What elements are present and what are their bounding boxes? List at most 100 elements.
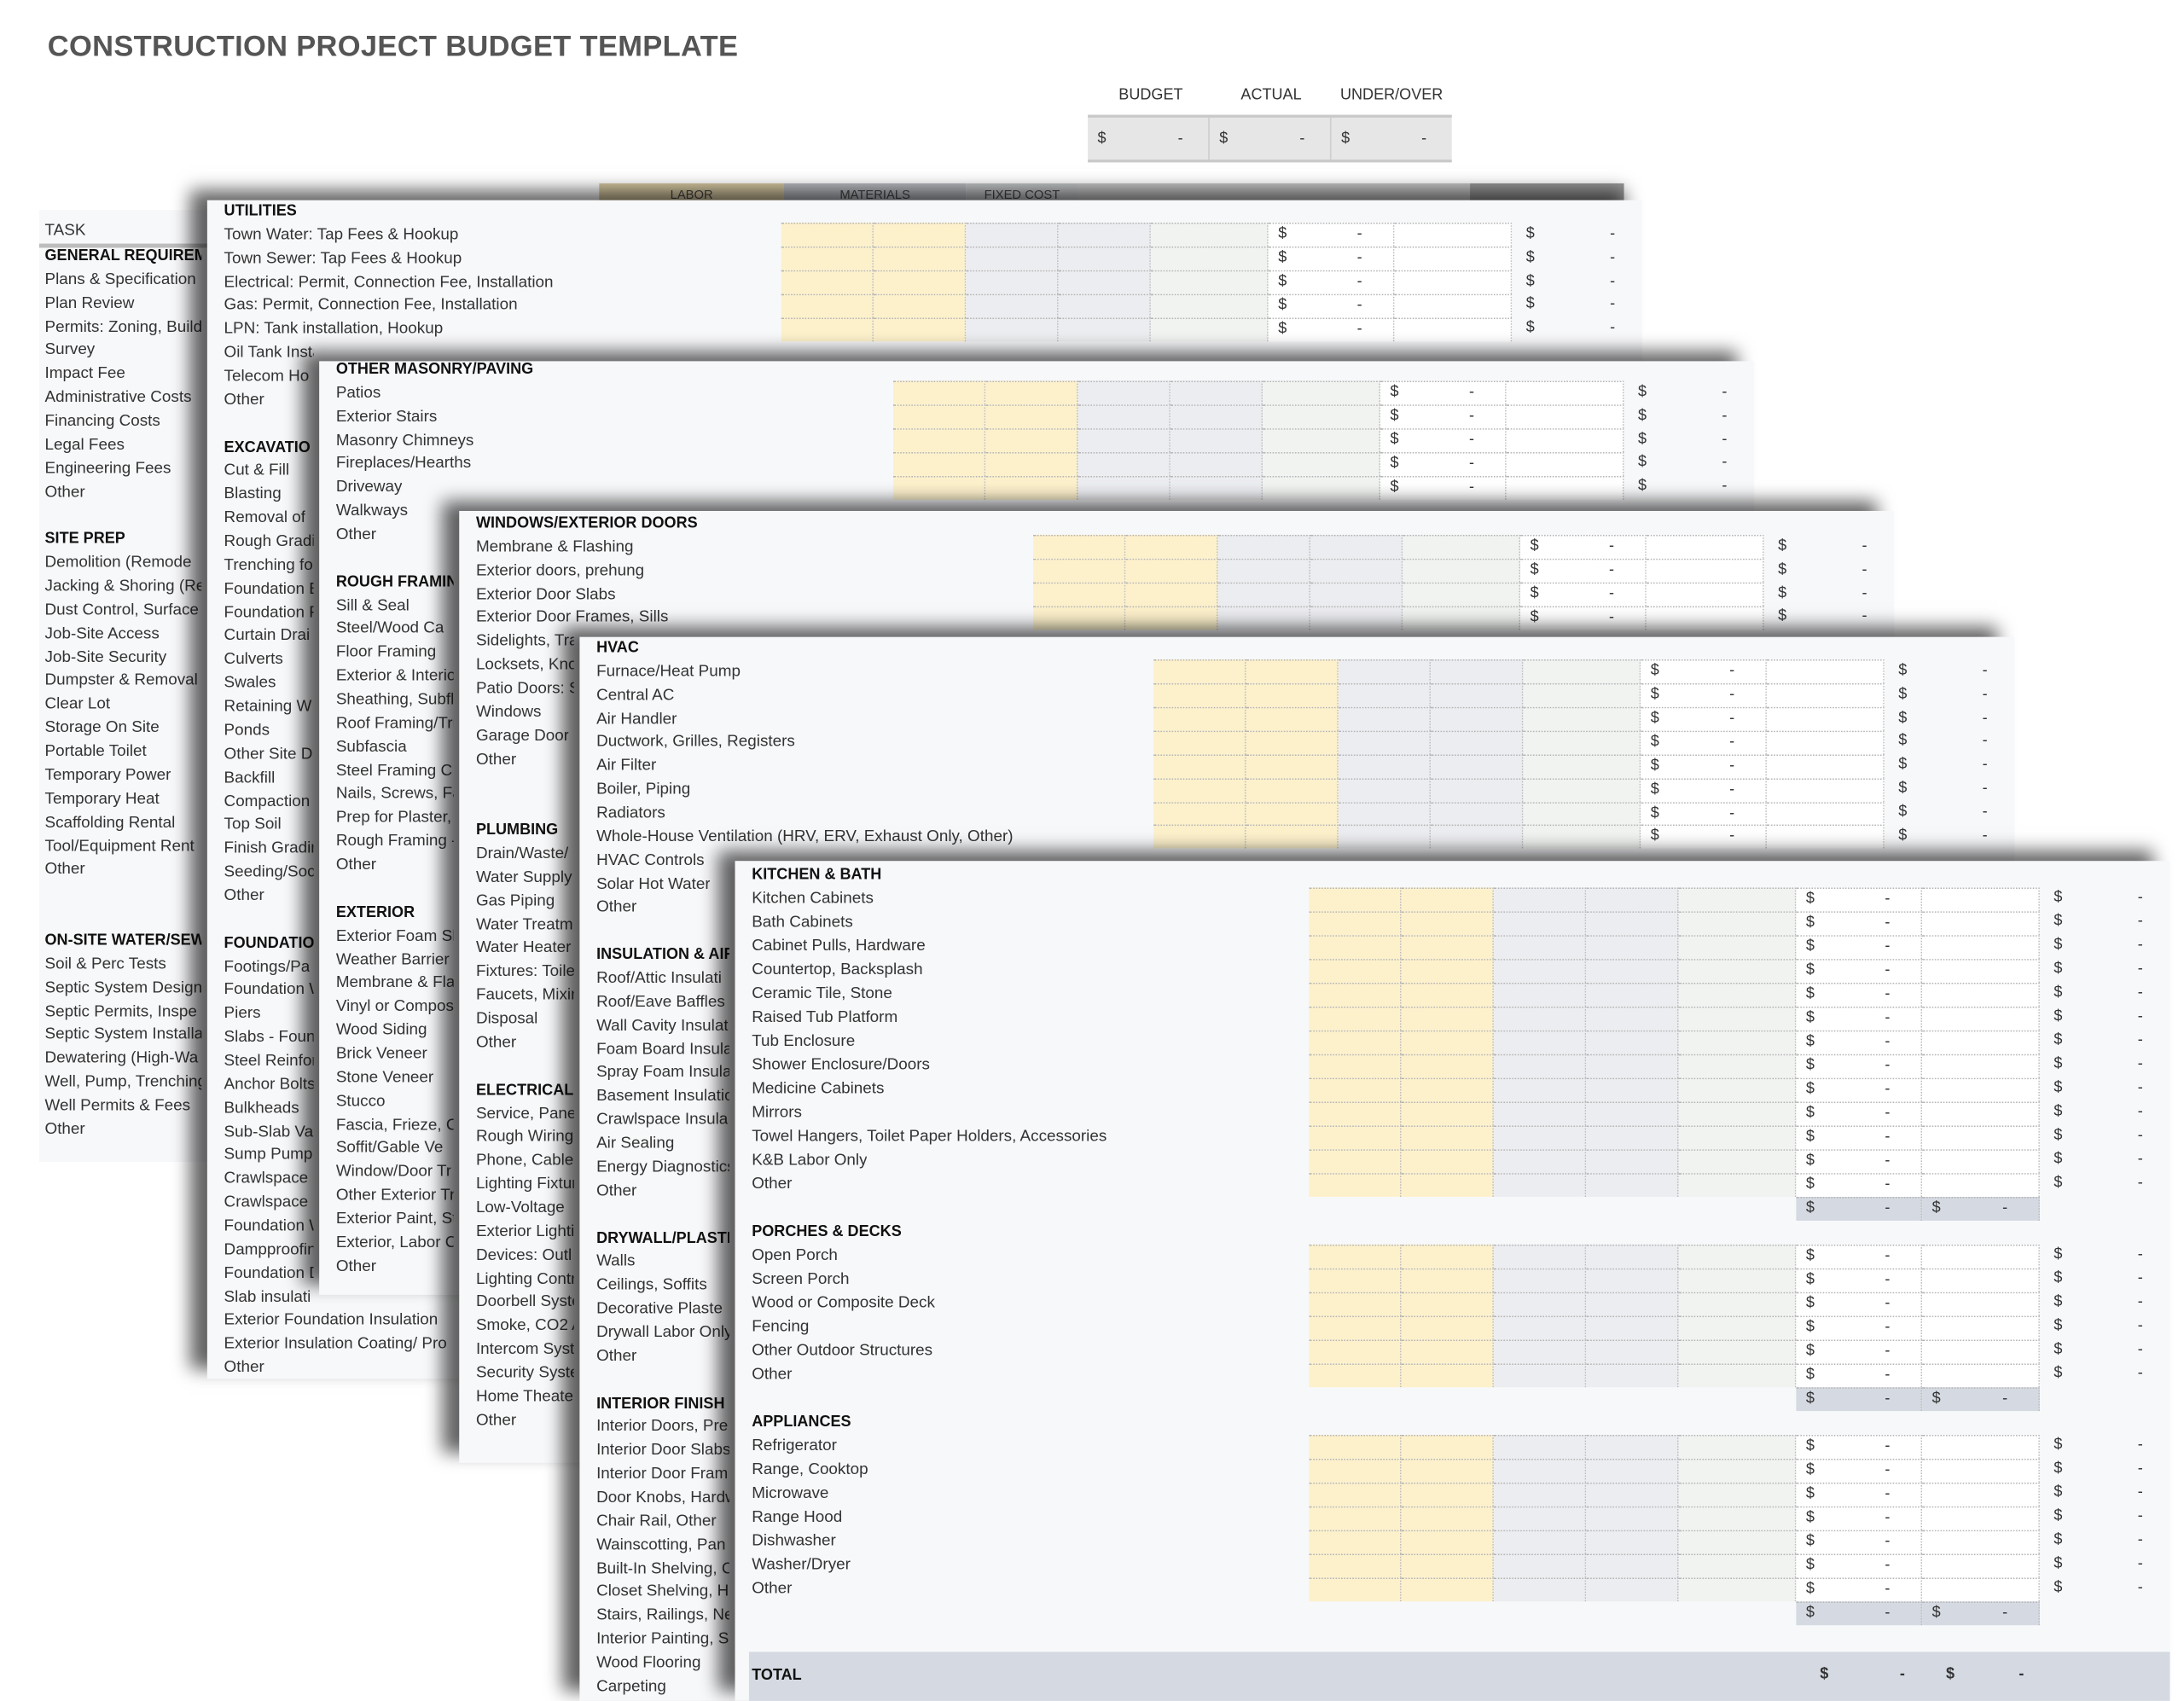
materials-qty-cell[interactable]: [1493, 1124, 1587, 1149]
materials-cost-cell[interactable]: [1058, 247, 1151, 271]
fixed-cost-cell[interactable]: [1678, 1458, 1797, 1482]
labor-rate-cell[interactable]: [1401, 1481, 1494, 1506]
actual-cell[interactable]: [1646, 535, 1764, 560]
materials-qty-cell[interactable]: [1493, 1315, 1587, 1339]
materials-qty-cell[interactable]: [1493, 1338, 1587, 1363]
labor-rate-cell[interactable]: [1401, 1576, 1494, 1601]
labor-rate-cell[interactable]: [1401, 1244, 1494, 1268]
materials-cost-cell[interactable]: [1310, 606, 1403, 630]
actual-cell[interactable]: [1394, 293, 1513, 318]
actual-cell[interactable]: [1394, 247, 1513, 271]
actual-cell[interactable]: [1766, 777, 1885, 802]
actual-cell[interactable]: [1922, 1006, 2040, 1030]
materials-cost-cell[interactable]: [1586, 910, 1679, 935]
materials-qty-cell[interactable]: [1493, 1172, 1587, 1197]
actual-cell[interactable]: [1922, 1029, 2040, 1054]
materials-cost-cell[interactable]: [1586, 1529, 1679, 1553]
fixed-cost-cell[interactable]: [1263, 404, 1381, 429]
fixed-cost-cell[interactable]: [1678, 1553, 1797, 1577]
fixed-cost-cell[interactable]: [1263, 380, 1381, 405]
materials-cost-cell[interactable]: [1058, 270, 1151, 294]
labor-hours-cell[interactable]: [1309, 1100, 1402, 1125]
labor-rate-cell[interactable]: [1401, 886, 1494, 911]
actual-cell[interactable]: [1506, 428, 1624, 453]
labor-hours-cell[interactable]: [781, 270, 874, 294]
labor-rate-cell[interactable]: [1401, 1100, 1494, 1125]
labor-hours-cell[interactable]: [1153, 825, 1246, 850]
materials-qty-cell[interactable]: [1338, 659, 1432, 684]
actual-cell[interactable]: [1506, 404, 1624, 429]
materials-cost-cell[interactable]: [1586, 1338, 1679, 1363]
labor-rate-cell[interactable]: [873, 293, 967, 318]
materials-cost-cell[interactable]: [1058, 317, 1151, 342]
actual-cell[interactable]: [1922, 1362, 2040, 1387]
materials-cost-cell[interactable]: [1310, 559, 1403, 583]
labor-rate-cell[interactable]: [1401, 1362, 1494, 1387]
materials-cost-cell[interactable]: [1586, 1029, 1679, 1054]
labor-hours-cell[interactable]: [1309, 982, 1402, 1007]
labor-hours-cell[interactable]: [1309, 958, 1402, 983]
materials-cost-cell[interactable]: [1431, 730, 1524, 755]
summary-under-over-cell[interactable]: $ -: [1332, 118, 1452, 160]
materials-cost-cell[interactable]: [1586, 1481, 1679, 1506]
fixed-cost-cell[interactable]: [1678, 1529, 1797, 1553]
materials-qty-cell[interactable]: [1217, 535, 1310, 560]
summary-actual-cell[interactable]: $ -: [1210, 117, 1332, 160]
materials-qty-cell[interactable]: [1338, 683, 1432, 708]
labor-hours-cell[interactable]: [1309, 1434, 1402, 1459]
labor-rate-cell[interactable]: [1401, 1077, 1494, 1101]
actual-cell[interactable]: [1766, 683, 1885, 708]
labor-rate-cell[interactable]: [1125, 582, 1218, 607]
labor-rate-cell[interactable]: [1401, 1267, 1494, 1292]
fixed-cost-cell[interactable]: [1403, 535, 1521, 560]
labor-hours-cell[interactable]: [1153, 659, 1246, 684]
labor-rate-cell[interactable]: [1401, 1029, 1494, 1054]
actual-cell[interactable]: [1922, 982, 2040, 1007]
actual-cell[interactable]: [1922, 1529, 2040, 1553]
materials-cost-cell[interactable]: [1586, 1553, 1679, 1577]
materials-cost-cell[interactable]: [1586, 1291, 1679, 1315]
labor-rate-cell[interactable]: [1401, 1172, 1494, 1197]
fixed-cost-cell[interactable]: [1150, 270, 1269, 294]
labor-hours-cell[interactable]: [781, 247, 874, 271]
labor-hours-cell[interactable]: [1309, 1529, 1402, 1553]
labor-hours-cell[interactable]: [1309, 910, 1402, 935]
materials-qty-cell[interactable]: [1077, 451, 1170, 476]
materials-qty-cell[interactable]: [1493, 1053, 1587, 1077]
actual-cell[interactable]: [1506, 475, 1624, 500]
labor-hours-cell[interactable]: [1309, 1553, 1402, 1577]
materials-qty-cell[interactable]: [1493, 886, 1587, 911]
materials-qty-cell[interactable]: [966, 317, 1059, 342]
materials-cost-cell[interactable]: [1431, 777, 1524, 802]
labor-rate-cell[interactable]: [1246, 706, 1339, 731]
materials-qty-cell[interactable]: [1493, 1077, 1587, 1101]
labor-rate-cell[interactable]: [1401, 982, 1494, 1007]
labor-rate-cell[interactable]: [1401, 1124, 1494, 1149]
labor-hours-cell[interactable]: [1153, 706, 1246, 731]
fixed-cost-cell[interactable]: [1678, 1172, 1797, 1197]
materials-qty-cell[interactable]: [1493, 1576, 1587, 1601]
materials-qty-cell[interactable]: [1217, 559, 1310, 583]
labor-hours-cell[interactable]: [1033, 559, 1126, 583]
materials-cost-cell[interactable]: [1431, 659, 1524, 684]
fixed-cost-cell[interactable]: [1523, 706, 1641, 731]
actual-cell[interactable]: [1922, 1124, 2040, 1149]
labor-rate-cell[interactable]: [1401, 1006, 1494, 1030]
labor-hours-cell[interactable]: [1153, 683, 1246, 708]
labor-rate-cell[interactable]: [1401, 1458, 1494, 1482]
labor-rate-cell[interactable]: [1401, 1505, 1494, 1530]
fixed-cost-cell[interactable]: [1678, 1338, 1797, 1363]
labor-rate-cell[interactable]: [1246, 754, 1339, 779]
labor-rate-cell[interactable]: [1401, 1315, 1494, 1339]
actual-cell[interactable]: [1922, 1053, 2040, 1077]
materials-cost-cell[interactable]: [1586, 1077, 1679, 1101]
labor-hours-cell[interactable]: [1309, 886, 1402, 911]
materials-cost-cell[interactable]: [1586, 934, 1679, 959]
labor-hours-cell[interactable]: [1153, 754, 1246, 779]
materials-cost-cell[interactable]: [1431, 706, 1524, 731]
actual-cell[interactable]: [1922, 1291, 2040, 1315]
materials-qty-cell[interactable]: [1493, 1029, 1587, 1054]
fixed-cost-cell[interactable]: [1263, 428, 1381, 453]
materials-cost-cell[interactable]: [1170, 475, 1263, 500]
fixed-cost-cell[interactable]: [1678, 1077, 1797, 1101]
